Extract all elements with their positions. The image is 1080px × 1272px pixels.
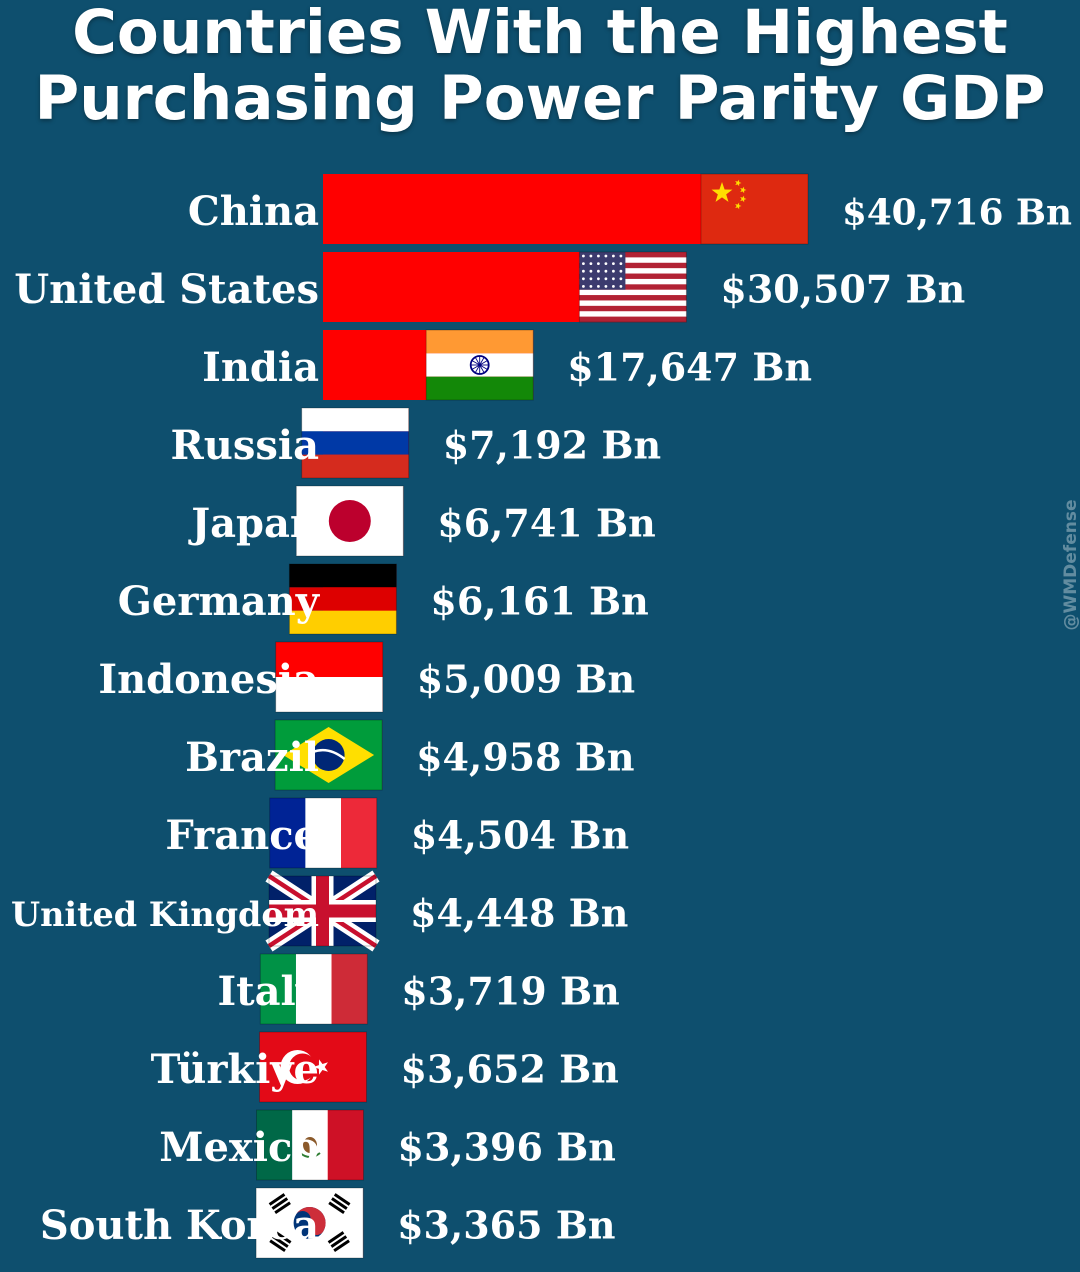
bar-row: Indonesia $5,009 Bn (98, 641, 635, 713)
bar-row: Mexico $3,396 Bn (159, 1109, 616, 1181)
value-label: $4,958 Bn (416, 735, 634, 780)
value-label: $30,507 Bn (720, 267, 965, 312)
turkiye-flag-icon (259, 1031, 367, 1103)
chart-title-line-1: Countries With the Highest (72, 0, 1008, 68)
value-label: $6,161 Bn (430, 579, 648, 624)
france-flag-icon (269, 797, 378, 869)
bar-row: Brazil $4,958 Bn (185, 719, 635, 791)
bar-row: Japan $6,741 Bn (188, 485, 656, 557)
bar-row: France $4,504 Bn (165, 797, 629, 869)
germany-flag-icon (288, 563, 397, 635)
bar-row: United States $30,507 Bn (14, 251, 965, 323)
value-label: $5,009 Bn (417, 657, 635, 702)
value-label: $4,448 Bn (410, 891, 628, 936)
indonesia-flag-icon (275, 641, 384, 713)
country-label: United States (14, 266, 319, 313)
bar-row: South Korea $3,365 Bn (40, 1187, 616, 1259)
bar-row: Türkiye $3,652 Bn (151, 1031, 619, 1103)
value-label: $7,192 Bn (443, 423, 661, 468)
country-label: United Kingdom (11, 895, 319, 934)
country-label: France (165, 812, 319, 859)
bar-row: Italy $3,719 Bn (217, 953, 620, 1025)
country-label: China (188, 188, 319, 235)
country-label: Russia (171, 422, 319, 469)
country-label: Türkiye (151, 1046, 319, 1093)
value-label: $3,365 Bn (397, 1203, 615, 1248)
bar-row: China $40,716 Bn (188, 173, 1072, 245)
value-label: $6,741 Bn (437, 501, 655, 546)
brazil-flag-icon (274, 719, 383, 791)
value-label: $40,716 Bn (842, 192, 1072, 234)
country-label: India (202, 344, 319, 391)
value-label: $17,647 Bn (567, 345, 812, 390)
south-korea-flag-icon (255, 1187, 364, 1259)
country-label: South Korea (40, 1202, 319, 1249)
mexico-flag-icon (256, 1109, 364, 1181)
india-flag-icon (425, 329, 534, 401)
country-label: Japan (188, 500, 319, 547)
bar-row: Russia $7,192 Bn (171, 407, 661, 479)
country-label: Brazil (185, 734, 319, 781)
japan-flag-icon (295, 485, 404, 557)
value-label: $3,652 Bn (401, 1047, 619, 1092)
bar-row: United Kingdom $4,448 Bn (11, 870, 628, 952)
country-label: Mexico (159, 1124, 319, 1171)
italy-flag-icon (259, 953, 368, 1025)
chart-title-line-2: Purchasing Power Parity GDP (34, 63, 1046, 134)
country-label: Italy (217, 968, 320, 1015)
china-flag-icon (700, 173, 809, 245)
value-label: $3,719 Bn (401, 969, 619, 1014)
us-flag-icon (578, 251, 687, 323)
country-label: Germany (118, 578, 321, 625)
chart-title: Countries With the Highest Purchasing Po… (0, 0, 1080, 132)
watermark: @WMDefense (1061, 499, 1080, 631)
uk-flag-icon (265, 870, 380, 952)
bar-row: India $17,647 Bn (202, 329, 812, 401)
country-label: Indonesia (98, 656, 319, 703)
value-label: $3,396 Bn (398, 1125, 616, 1170)
value-label: $4,504 Bn (411, 813, 629, 858)
russia-flag-icon (301, 407, 410, 479)
bar-row: Germany $6,161 Bn (118, 563, 649, 635)
